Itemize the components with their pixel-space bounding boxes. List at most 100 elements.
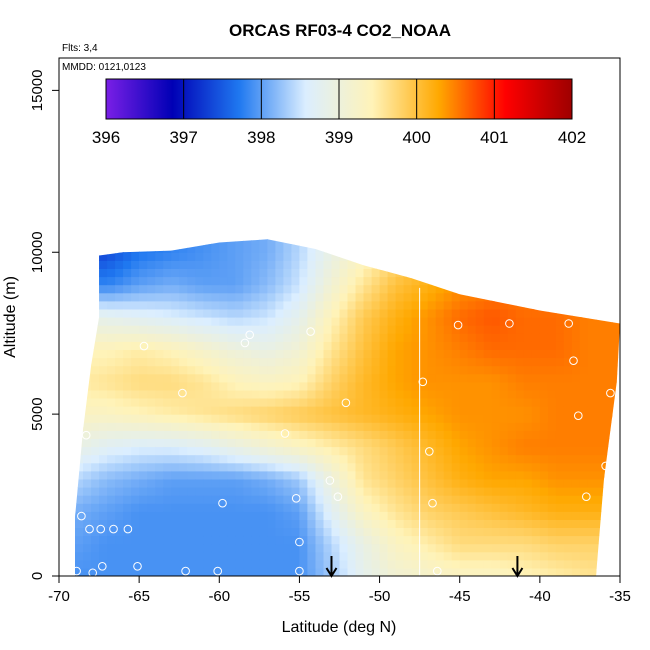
heatmap-cell (531, 365, 541, 375)
heatmap-cell (331, 308, 341, 318)
y-tick-label: 10000 (29, 231, 46, 273)
heatmap-cell (155, 454, 164, 464)
heatmap-cell (355, 454, 365, 464)
sample-point (333, 492, 343, 502)
heatmap-cell (235, 252, 244, 261)
heatmap-cell (211, 519, 220, 528)
heatmap-cell (299, 397, 308, 407)
heatmap-cell (419, 397, 429, 407)
heatmap-cell (571, 397, 581, 407)
heatmap-cell (235, 503, 244, 512)
heatmap-cell (299, 511, 308, 520)
heatmap-cell (83, 244, 92, 253)
heatmap-cell (203, 300, 212, 310)
heatmap-cell (163, 389, 172, 399)
heatmap-cell (251, 228, 260, 237)
heatmap-cell (459, 543, 469, 553)
heatmap-cell (411, 292, 421, 302)
heatmap-cell (419, 389, 429, 399)
heatmap-cell (115, 349, 124, 359)
heatmap-cell (131, 406, 140, 415)
heatmap-cell (531, 487, 541, 496)
heatmap-cell (251, 406, 260, 415)
heatmap-cell (579, 406, 589, 415)
heatmap-cell (107, 543, 116, 553)
heatmap-cell (443, 567, 453, 577)
heatmap-cell (523, 462, 533, 472)
heatmap-cell (139, 478, 148, 488)
heatmap-cell (227, 268, 236, 278)
heatmap-cell (275, 260, 284, 269)
heatmap-cell (467, 239, 477, 245)
heatmap-cell (203, 495, 212, 504)
heatmap-cell (499, 503, 509, 512)
heatmap-cell (419, 422, 429, 431)
heatmap-cell (459, 284, 469, 294)
heatmap-cell (291, 519, 300, 528)
heatmap-cell (315, 470, 325, 480)
heatmap-cell (251, 252, 260, 261)
heatmap-cell (235, 276, 244, 286)
heatmap-cell (459, 495, 469, 504)
heatmap-cell (451, 446, 461, 456)
heatmap-cell (163, 559, 172, 569)
heatmap-cell (411, 260, 421, 269)
heatmap-cell (179, 308, 188, 318)
heatmap-cell (227, 535, 236, 545)
heatmap-cell (436, 228, 445, 237)
heatmap-cell (411, 422, 421, 431)
heatmap-cell (467, 559, 477, 569)
heatmap-cell (444, 228, 453, 237)
heatmap-cell (291, 543, 300, 553)
heatmap-cell (427, 519, 437, 528)
heatmap-cell (267, 341, 276, 350)
heatmap-cell (579, 511, 589, 520)
heatmap-cell (147, 535, 156, 545)
heatmap-cell (371, 333, 381, 342)
heatmap-cell (547, 244, 557, 253)
heatmap-cell (83, 381, 92, 391)
heatmap-cell (259, 357, 268, 367)
heatmap-cell (435, 268, 445, 278)
heatmap-cell (395, 478, 405, 488)
heatmap-cell (155, 478, 164, 488)
heatmap-cell (363, 503, 373, 512)
heatmap-cell (123, 495, 132, 504)
heatmap-cell (91, 487, 100, 496)
heatmap-cell (411, 414, 421, 423)
heatmap-cell (427, 527, 437, 537)
heatmap-cell (612, 325, 620, 334)
heatmap-cell (443, 365, 453, 375)
heatmap-cell (347, 511, 357, 520)
heatmap-cell (499, 268, 509, 278)
heatmap-cell (363, 414, 373, 423)
heatmap-cell (491, 454, 501, 464)
heatmap-cell (475, 308, 485, 318)
heatmap-cell (123, 300, 132, 310)
heatmap-cell (91, 559, 100, 569)
heatmap-cell (291, 454, 300, 464)
heatmap-cell (563, 430, 573, 439)
sample-point (425, 447, 434, 456)
heatmap-cell (604, 357, 613, 367)
heatmap-cell (123, 478, 132, 488)
heatmap-cell (307, 244, 316, 253)
heatmap-cell (251, 349, 260, 359)
heatmap-cell (443, 276, 453, 286)
heatmap-cell (451, 470, 461, 480)
heatmap-cell (275, 559, 284, 569)
heatmap-cell (243, 446, 252, 456)
heatmap-cell (179, 239, 188, 245)
heatmap-cell (547, 276, 557, 286)
heatmap-cell (387, 495, 397, 504)
heatmap-cell (307, 527, 316, 537)
heatmap-cell (115, 268, 124, 278)
heatmap-cell (91, 325, 100, 334)
heatmap-cell (139, 341, 148, 350)
heatmap-cell (571, 373, 581, 383)
heatmap-cell (235, 260, 244, 269)
heatmap-cell (275, 389, 284, 399)
heatmap-cell (131, 244, 140, 253)
heatmap-cell (435, 333, 445, 342)
heatmap-cell (443, 292, 453, 302)
